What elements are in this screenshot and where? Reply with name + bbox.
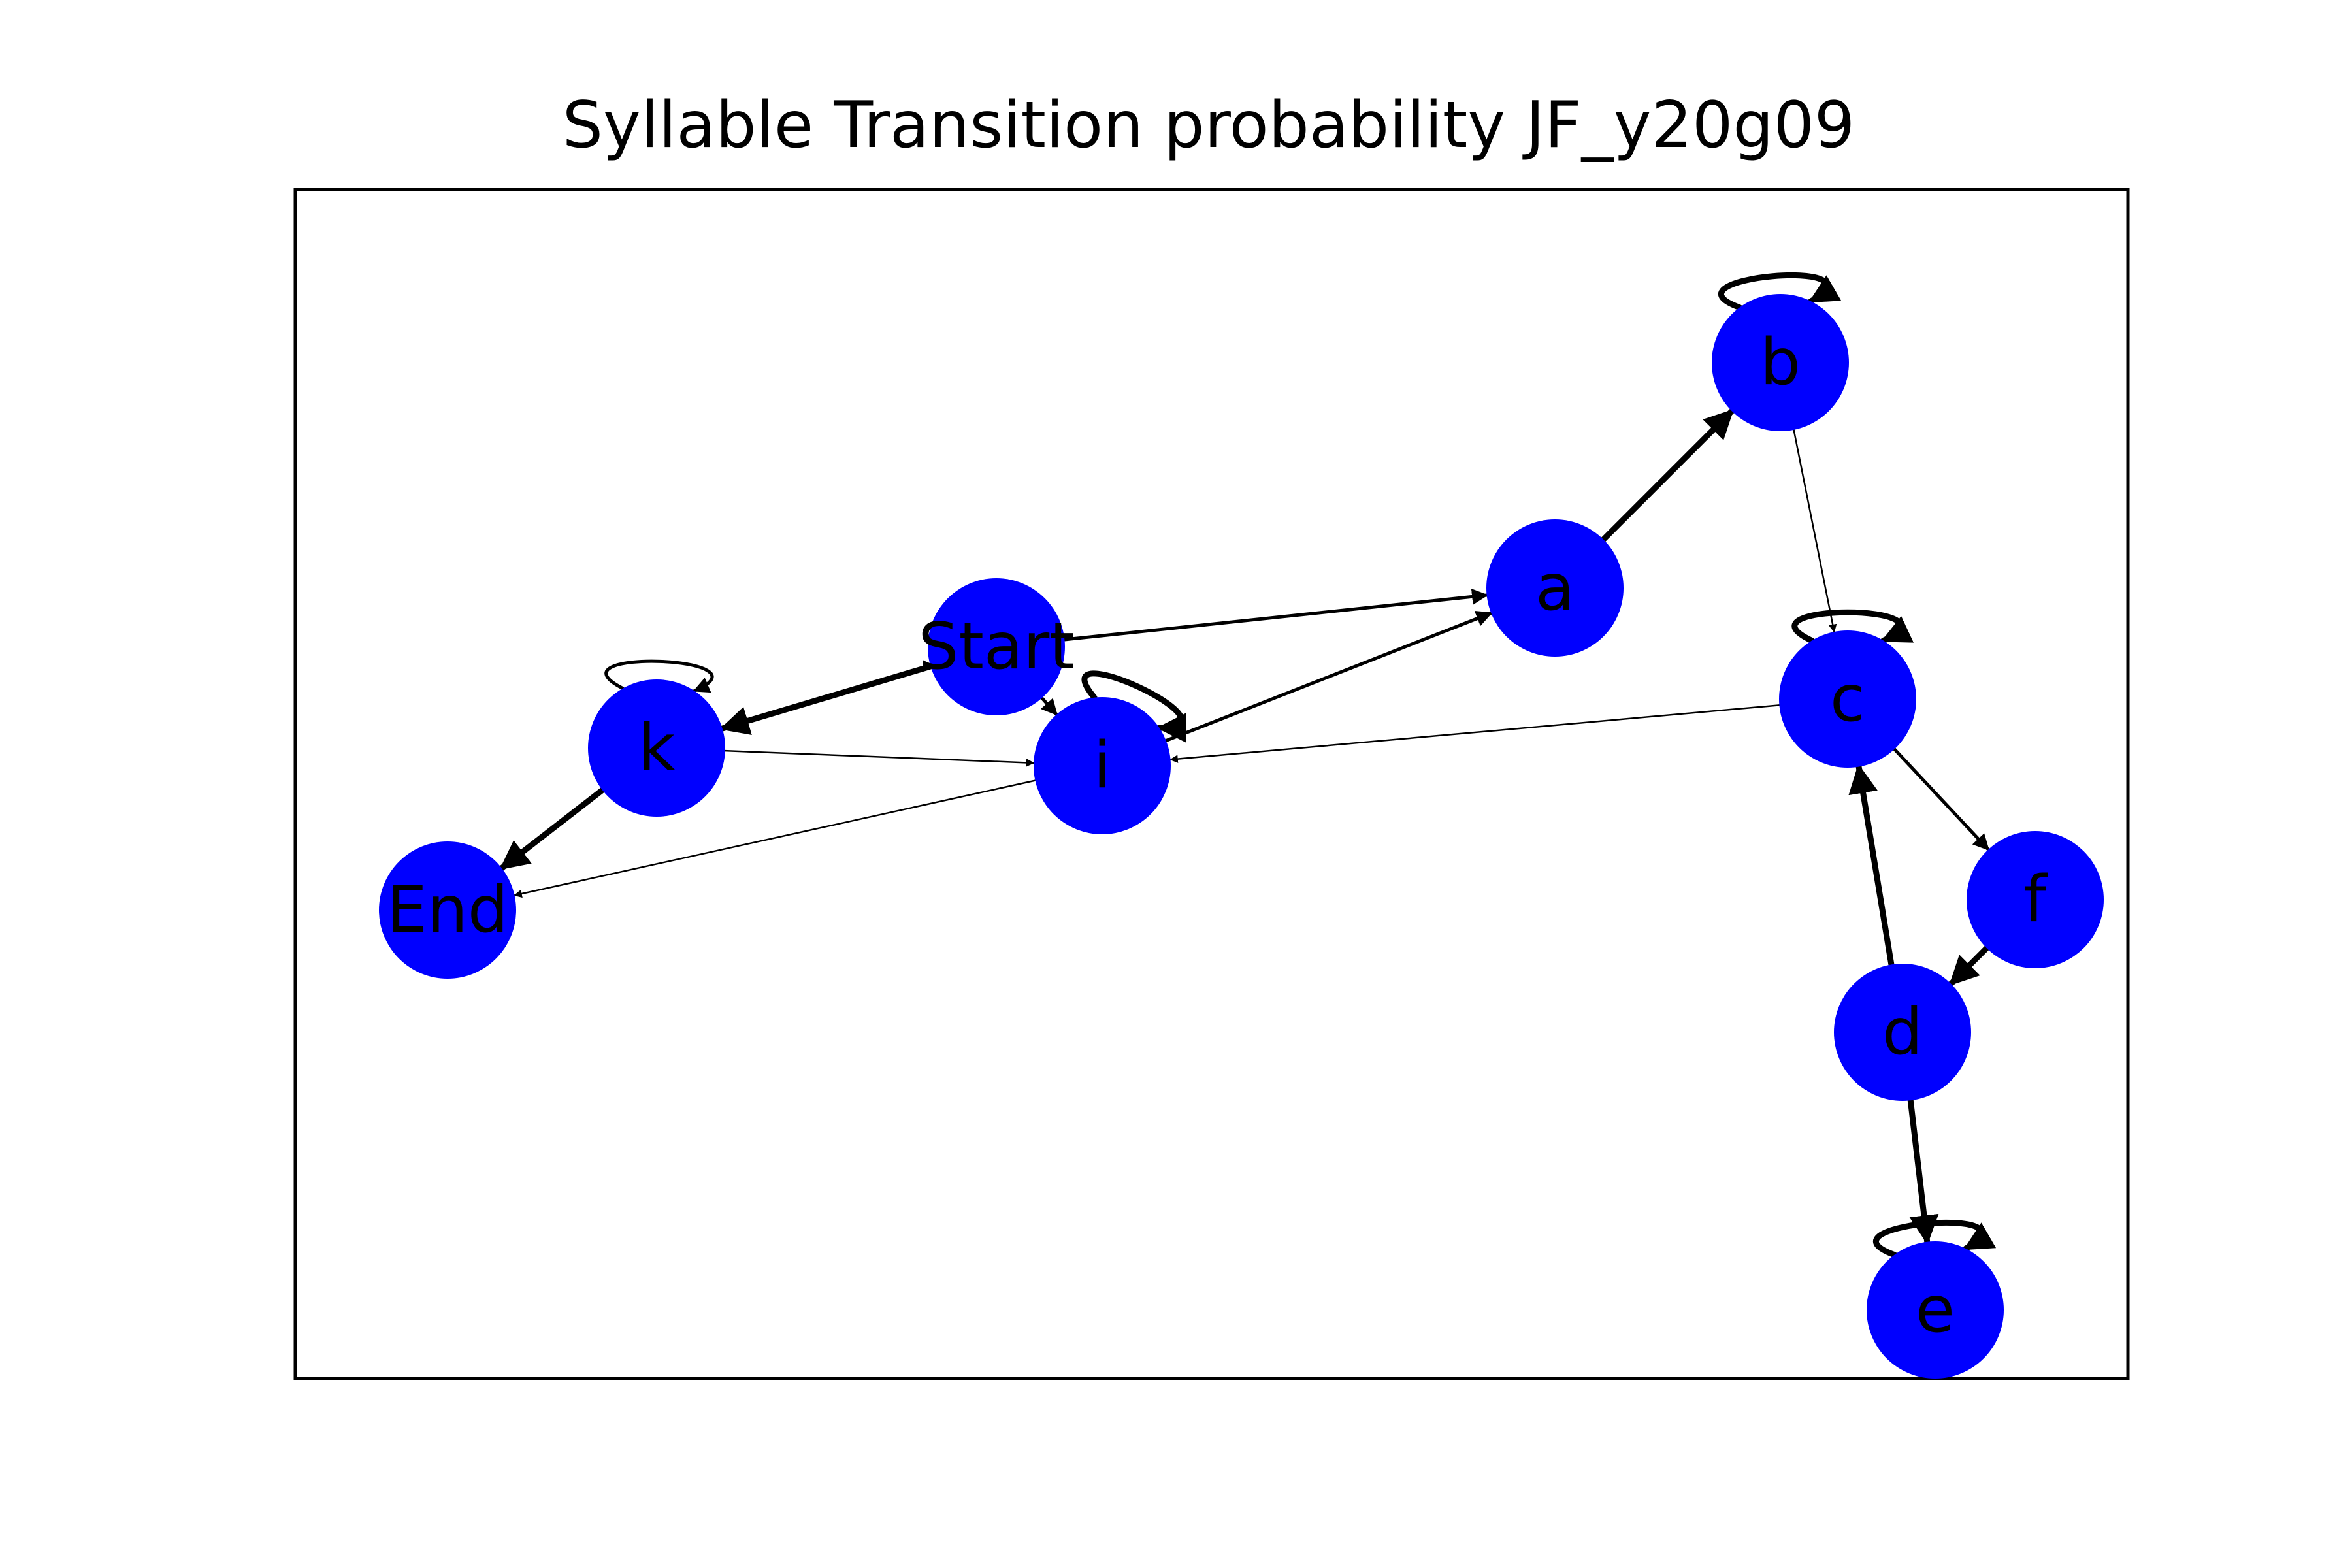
node-circle-b xyxy=(1712,294,1849,431)
node-i: i xyxy=(1034,697,1171,834)
node-label-e: e xyxy=(1916,1273,1955,1347)
edge-a-to-b xyxy=(1600,408,1735,543)
edge-k-to-k xyxy=(604,659,714,693)
edge-i-to-a xyxy=(1164,610,1493,743)
node-label-i: i xyxy=(1093,728,1111,803)
node-label-a: a xyxy=(1535,551,1575,625)
node-circle-e xyxy=(1867,1241,2004,1379)
node-circle-end xyxy=(379,841,516,979)
edge-k-to-i xyxy=(724,749,1035,767)
axes-frame xyxy=(293,188,2130,1380)
edge-k-to-end xyxy=(498,787,606,872)
node-label-b: b xyxy=(1760,325,1801,400)
edge-e-to-e xyxy=(1873,1219,1997,1258)
edge-b-to-c xyxy=(1793,429,1837,633)
edge-d-to-e xyxy=(1907,1097,1939,1245)
node-circle-a xyxy=(1486,519,1624,657)
node-e: e xyxy=(1867,1241,2004,1379)
edge-b-to-b xyxy=(1718,272,1842,311)
node-circle-f xyxy=(1967,831,2104,968)
node-label-k: k xyxy=(638,711,676,785)
node-a: a xyxy=(1486,519,1624,657)
node-circle-k xyxy=(588,679,725,817)
diagram-title: Syllable Transition probability JF_y20g0… xyxy=(563,88,1855,163)
node-label-end: End xyxy=(387,873,508,947)
node-label-f: f xyxy=(2024,862,2048,937)
edges-layer xyxy=(498,272,1997,1258)
node-d: d xyxy=(1834,964,1971,1101)
edge-c-to-f xyxy=(1893,747,1990,851)
node-label-start: Start xyxy=(918,610,1074,684)
node-c: c xyxy=(1779,630,1916,768)
node-label-c: c xyxy=(1830,662,1865,736)
nodes-layer: Start End a b c d e f i k xyxy=(379,294,2104,1379)
node-end: End xyxy=(379,841,516,979)
node-circle-d xyxy=(1834,964,1971,1101)
node-label-d: d xyxy=(1882,995,1923,1070)
node-f: f xyxy=(1967,831,2104,968)
edge-start-to-i xyxy=(1040,696,1058,717)
edge-i-to-end xyxy=(514,779,1036,898)
edge-start-to-a xyxy=(1062,588,1489,642)
node-circle-c xyxy=(1779,630,1916,768)
node-b: b xyxy=(1712,294,1849,431)
edge-c-to-i xyxy=(1169,704,1780,763)
edge-start-to-k xyxy=(719,663,934,735)
edge-i-to-i xyxy=(1081,670,1186,743)
edge-c-to-c xyxy=(1791,609,1914,644)
node-circle-i xyxy=(1034,697,1171,834)
node-circle-start xyxy=(928,578,1065,715)
edge-d-to-c xyxy=(1848,764,1895,968)
edge-f-to-d xyxy=(1948,945,1990,987)
node-start: Start xyxy=(918,578,1075,715)
node-k: k xyxy=(588,679,725,817)
